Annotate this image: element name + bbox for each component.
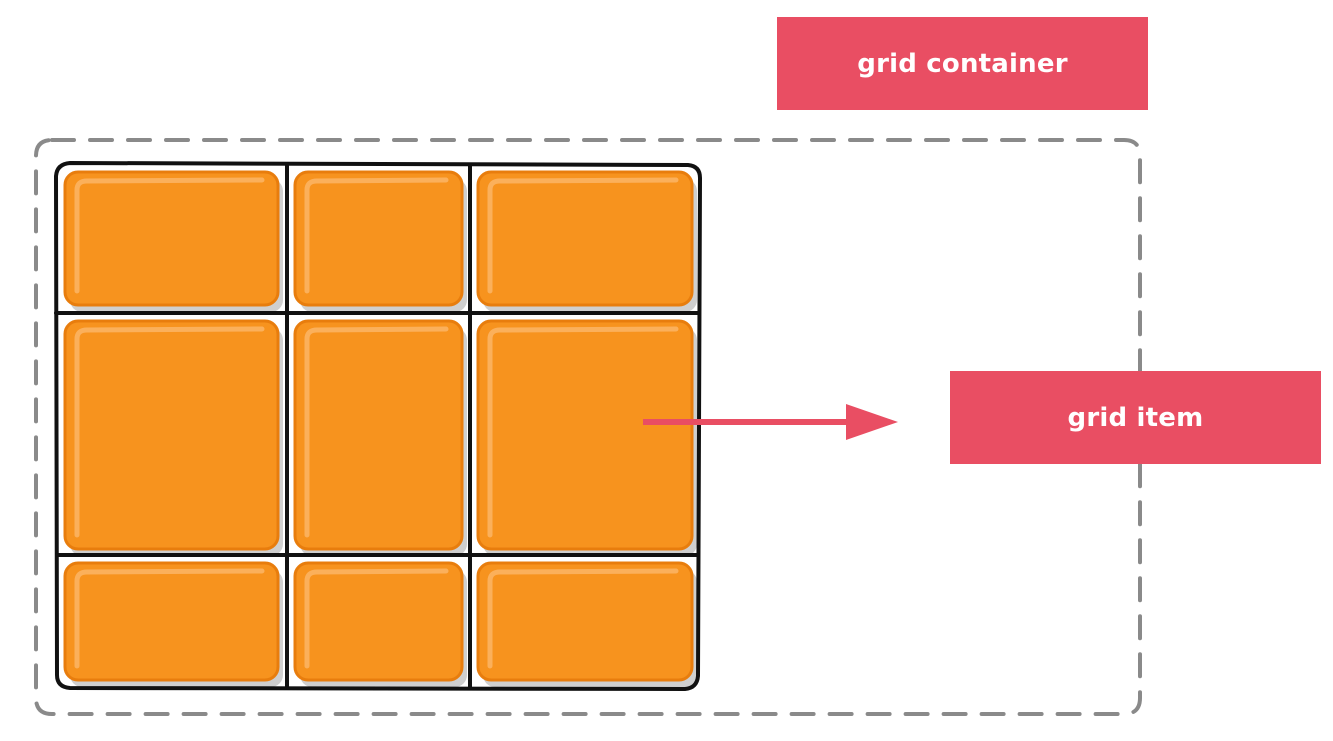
grid-item bbox=[293, 561, 464, 682]
grid-item-highlight bbox=[487, 326, 679, 538]
grid-item bbox=[63, 319, 280, 551]
grid-item bbox=[293, 319, 464, 551]
grid-item-highlight bbox=[74, 326, 265, 538]
arrow-head bbox=[846, 404, 898, 440]
grid-item-label: grid item bbox=[950, 371, 1321, 464]
grid-lines bbox=[53, 160, 703, 692]
grid-item bbox=[476, 170, 694, 307]
grid-item bbox=[63, 561, 280, 682]
grid-item-highlight bbox=[74, 568, 265, 669]
grid-item-highlight bbox=[304, 326, 449, 538]
grid-item-highlight bbox=[487, 177, 679, 294]
grid-item-label-text: grid item bbox=[1067, 402, 1204, 433]
grid-container-label-text: grid container bbox=[857, 48, 1068, 79]
grid-item-highlight bbox=[487, 568, 679, 669]
grid-item bbox=[63, 170, 280, 307]
grid-item-highlight bbox=[74, 177, 265, 294]
grid-item bbox=[476, 561, 694, 682]
grid-item-highlight bbox=[304, 568, 449, 669]
grid-container-outline bbox=[34, 138, 1142, 716]
grid-cells bbox=[63, 170, 697, 687]
grid-item-highlight bbox=[304, 177, 449, 294]
grid-item bbox=[293, 170, 464, 307]
grid-container-label: grid container bbox=[777, 17, 1148, 110]
pointer-arrow bbox=[643, 404, 898, 440]
grid-item bbox=[476, 319, 694, 551]
grid-frame bbox=[53, 160, 703, 692]
